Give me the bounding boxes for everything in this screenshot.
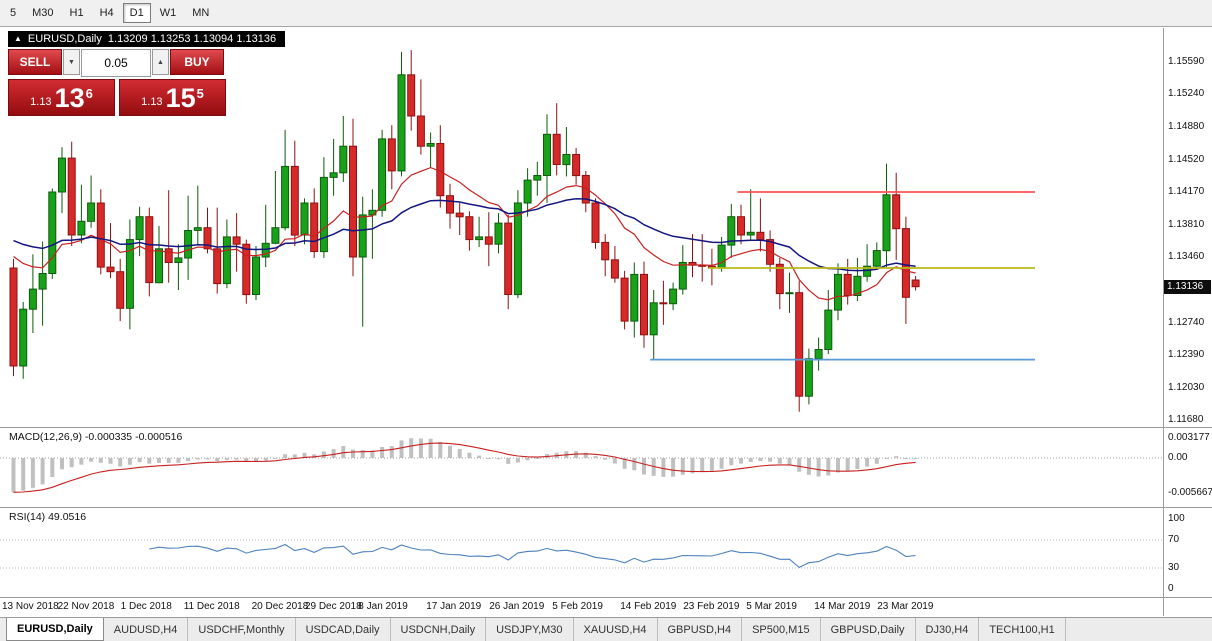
pane-separator[interactable] — [0, 427, 1212, 428]
rsi-tick-label: 30 — [1168, 562, 1180, 573]
rsi-tick-label: 0 — [1168, 583, 1174, 594]
chart-tab-tech100-h1[interactable]: TECH100,H1 — [979, 618, 1066, 641]
chart-tab-gbpusd-daily[interactable]: GBPUSD,Daily — [821, 618, 916, 641]
date-axis: 13 Nov 2018 22 Nov 2018 1 Dec 2018 11 Dec 2… — [0, 598, 1163, 616]
date-tick-label: 13 Nov 2018 — [2, 601, 59, 612]
date-tick-label: 14 Feb 2019 — [620, 601, 677, 612]
volume-input[interactable] — [81, 49, 151, 77]
chart-tab-xauusd-h4[interactable]: XAUUSD,H4 — [574, 618, 658, 641]
timeframe-button-5[interactable]: 5 — [3, 3, 24, 23]
date-tick-label: 5 Mar 2019 — [746, 601, 797, 612]
date-tick-label: 22 Nov 2018 — [57, 601, 115, 612]
date-tick-label: 5 Feb 2019 — [552, 601, 603, 612]
macd-indicator-label: MACD(12,26,9) -0.000335 -0.000516 — [9, 431, 183, 443]
sell-price-big: 13 — [54, 83, 85, 113]
price-tick-label: 1.12030 — [1168, 382, 1205, 393]
chart-tab-sp500-m15[interactable]: SP500,M15 — [742, 618, 821, 641]
timeframe-button-h4[interactable]: H4 — [92, 3, 121, 23]
chart-title-bar: ▲ EURUSD,Daily 1.13209 1.13253 1.13094 1… — [8, 31, 286, 47]
date-tick-label: 26 Jan 2019 — [489, 601, 545, 612]
pane-separator[interactable] — [0, 507, 1212, 508]
price-scale-separator — [1163, 28, 1164, 616]
rsi-indicator-label: RSI(14) 49.0516 — [9, 511, 87, 523]
macd-signal-line — [13, 442, 916, 493]
price-tick-label: 1.12390 — [1168, 349, 1205, 360]
buy-price-big: 15 — [165, 83, 196, 113]
buy-button[interactable]: BUY — [170, 49, 224, 75]
macd-tick-label: 0.003177 — [1168, 432, 1210, 444]
date-tick-label: 23 Feb 2019 — [683, 601, 740, 612]
chevron-up-icon: ▲ — [157, 58, 164, 66]
macd-pane[interactable] — [0, 428, 1163, 507]
current-price-badge: 1.13136 — [1164, 279, 1211, 294]
price-chart-svg — [9, 50, 1035, 412]
price-tick-label: 1.13810 — [1168, 219, 1205, 230]
price-tick-label: 1.15590 — [1168, 56, 1205, 67]
pane-separator — [0, 597, 1212, 598]
chart-tab-usdcad-daily[interactable]: USDCAD,Daily — [296, 618, 391, 641]
chevron-down-icon: ▼ — [68, 58, 75, 66]
macd-tick-label: -0.005667 — [1168, 487, 1212, 498]
chart-tab-gbpusd-h4[interactable]: GBPUSD,H4 — [658, 618, 743, 641]
rsi-pane[interactable] — [0, 508, 1163, 597]
price-tick-label: 1.12740 — [1168, 316, 1205, 328]
date-tick-label: 23 Mar 2019 — [877, 601, 934, 612]
price-axis: 1.13136 1.15590 1.15240 1.14880 1.14520 1.14… — [1164, 28, 1212, 616]
sell-price-display[interactable]: 1.13 13 6 — [8, 79, 115, 116]
chart-tab-usdcnh-daily[interactable]: USDCNH,Daily — [391, 618, 487, 641]
sell-price-prefix: 1.13 — [30, 96, 52, 108]
volume-up-button[interactable]: ▲ — [152, 49, 169, 75]
price-tick-label: 1.15240 — [1168, 88, 1205, 99]
chart-symbol-title: EURUSD,Daily — [27, 33, 102, 45]
volume-dropdown-button[interactable]: ▼ — [63, 49, 80, 75]
date-tick-label: 29 Dec 2018 — [304, 601, 362, 612]
sell-button[interactable]: SELL — [8, 49, 62, 75]
one-click-trading-panel: SELL ▼ ▲ BUY 1.13 13 6 1.13 15 5 — [8, 49, 226, 116]
chart-ohlc-values: 1.13209 1.13253 1.13094 1.13136 — [107, 33, 277, 45]
buy-price-display[interactable]: 1.13 15 5 — [119, 79, 226, 116]
rsi-svg — [0, 539, 1163, 569]
timeframe-button-mn[interactable]: MN — [185, 3, 217, 23]
timeframe-toolbar: 5 M30 H1 H4 D1 W1 MN — [0, 0, 1212, 27]
timeframe-button-w1[interactable]: W1 — [152, 3, 184, 23]
price-tick-label: 1.13460 — [1168, 251, 1205, 262]
ma-fast-line — [13, 166, 916, 301]
chart-tab-bar: EURUSD,Daily AUDUSD,H4 USDCHF,Monthly USDCA… — [0, 617, 1212, 641]
buy-price-prefix: 1.13 — [141, 96, 163, 108]
macd-tick-label: 0.00 — [1168, 452, 1188, 463]
price-tick-label: 1.14520 — [1168, 154, 1205, 165]
buy-price-pip: 5 — [196, 86, 204, 101]
timeframe-button-d1[interactable]: D1 — [122, 3, 151, 23]
chart-tab-usdchf-monthly[interactable]: USDCHF,Monthly — [188, 618, 296, 641]
date-tick-label: 1 Dec 2018 — [120, 601, 172, 612]
date-tick-label: 11 Dec 2018 — [183, 601, 240, 612]
rsi-tick-label: 100 — [1168, 513, 1185, 524]
chart-tab-usdjpy-m30[interactable]: USDJPY,M30 — [486, 618, 574, 641]
sell-price-pip: 6 — [85, 86, 93, 101]
candlestick-series — [9, 50, 920, 412]
date-tick-label: 17 Jan 2019 — [426, 601, 482, 612]
chart-tab-audusd-h4[interactable]: AUDUSD,H4 — [104, 618, 189, 641]
macd-svg — [0, 438, 1163, 493]
price-tick-label: 1.14170 — [1168, 186, 1205, 197]
price-tick-label: 1.11680 — [1168, 414, 1204, 425]
collapse-icon[interactable]: ▲ — [14, 34, 22, 43]
date-tick-label: 14 Mar 2019 — [814, 601, 871, 612]
chart-tab-eurusd-daily[interactable]: EURUSD,Daily — [6, 618, 104, 641]
rsi-tick-label: 70 — [1168, 534, 1180, 545]
timeframe-button-h1[interactable]: H1 — [62, 3, 91, 23]
price-tick-label: 1.14880 — [1168, 121, 1205, 132]
date-tick-label: 8 Jan 2019 — [358, 601, 408, 612]
ma-slow-line — [13, 198, 916, 272]
chart-tab-dj30-h4[interactable]: DJ30,H4 — [916, 618, 980, 641]
timeframe-button-m30[interactable]: M30 — [25, 3, 61, 23]
rsi-line — [149, 543, 916, 569]
date-tick-label: 20 Dec 2018 — [251, 601, 309, 612]
